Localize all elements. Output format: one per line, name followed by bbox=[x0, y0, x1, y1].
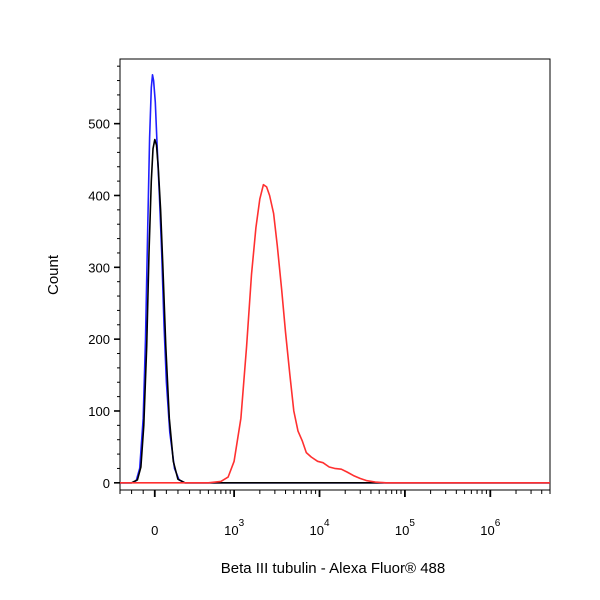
series-layer bbox=[120, 74, 550, 484]
series-line-2 bbox=[120, 183, 550, 484]
x-minor-ticks bbox=[119, 490, 551, 494]
y-tick-label-1: 100 bbox=[88, 404, 110, 419]
x-tick-label-3: 105 bbox=[395, 518, 415, 538]
x-tick-label-0: 0 bbox=[151, 523, 158, 538]
y-minor-ticks bbox=[117, 65, 120, 469]
plot-frame bbox=[119, 58, 551, 491]
y-tick-label-5: 500 bbox=[88, 117, 110, 132]
x-axis: 0 103 104 105 106 bbox=[151, 490, 501, 538]
x-tick-label-2: 104 bbox=[309, 518, 329, 538]
x-axis-title: Beta III tubulin - Alexa Fluor® 488 bbox=[221, 560, 446, 577]
series-line-1 bbox=[120, 138, 550, 484]
y-tick-label-0: 0 bbox=[103, 476, 110, 491]
y-tick-label-3: 300 bbox=[88, 260, 110, 275]
y-axis-title: Count bbox=[45, 254, 62, 295]
y-tick-label-4: 400 bbox=[88, 188, 110, 203]
series-line-0 bbox=[120, 74, 550, 484]
y-tick-label-2: 200 bbox=[88, 332, 110, 347]
y-axis: 0 100 200 300 400 500 bbox=[88, 117, 120, 491]
x-tick-label-4: 106 bbox=[480, 518, 500, 538]
x-tick-label-1: 103 bbox=[224, 518, 244, 538]
